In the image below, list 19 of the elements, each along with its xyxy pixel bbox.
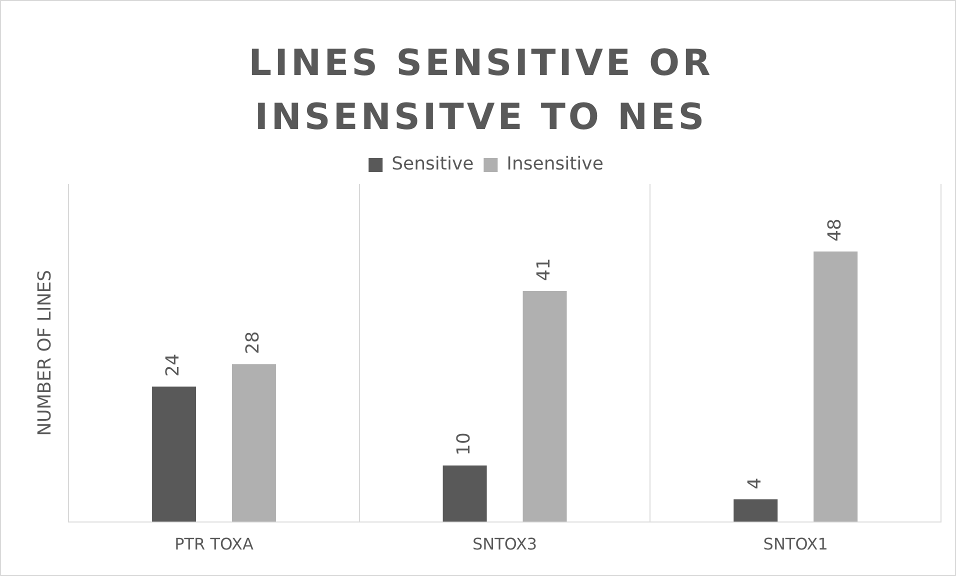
x-tick-label: SNTOX3 — [472, 534, 538, 554]
bar — [152, 386, 196, 522]
bar — [814, 252, 858, 522]
bar — [442, 466, 487, 522]
legend-label: Sensitive — [392, 154, 474, 175]
bar — [232, 364, 276, 522]
x-tick-label: PTR TOXA — [174, 534, 254, 554]
y-axis-title: NUMBER OF LINES — [34, 270, 56, 436]
data-label: 24 — [162, 354, 184, 377]
chart-title: LINES SENSITIVE OR INSENSITVE TO NES — [248, 42, 714, 140]
data-label: 41 — [533, 258, 554, 281]
data-label: 4 — [744, 478, 766, 490]
x-tick-label: SNTOX1 — [763, 534, 828, 554]
bar — [734, 499, 778, 522]
legend-label: Insensitive — [506, 154, 604, 175]
data-label: 48 — [824, 218, 846, 242]
data-label: 28 — [242, 331, 264, 354]
data-label: 10 — [453, 432, 474, 456]
bar — [522, 290, 567, 522]
